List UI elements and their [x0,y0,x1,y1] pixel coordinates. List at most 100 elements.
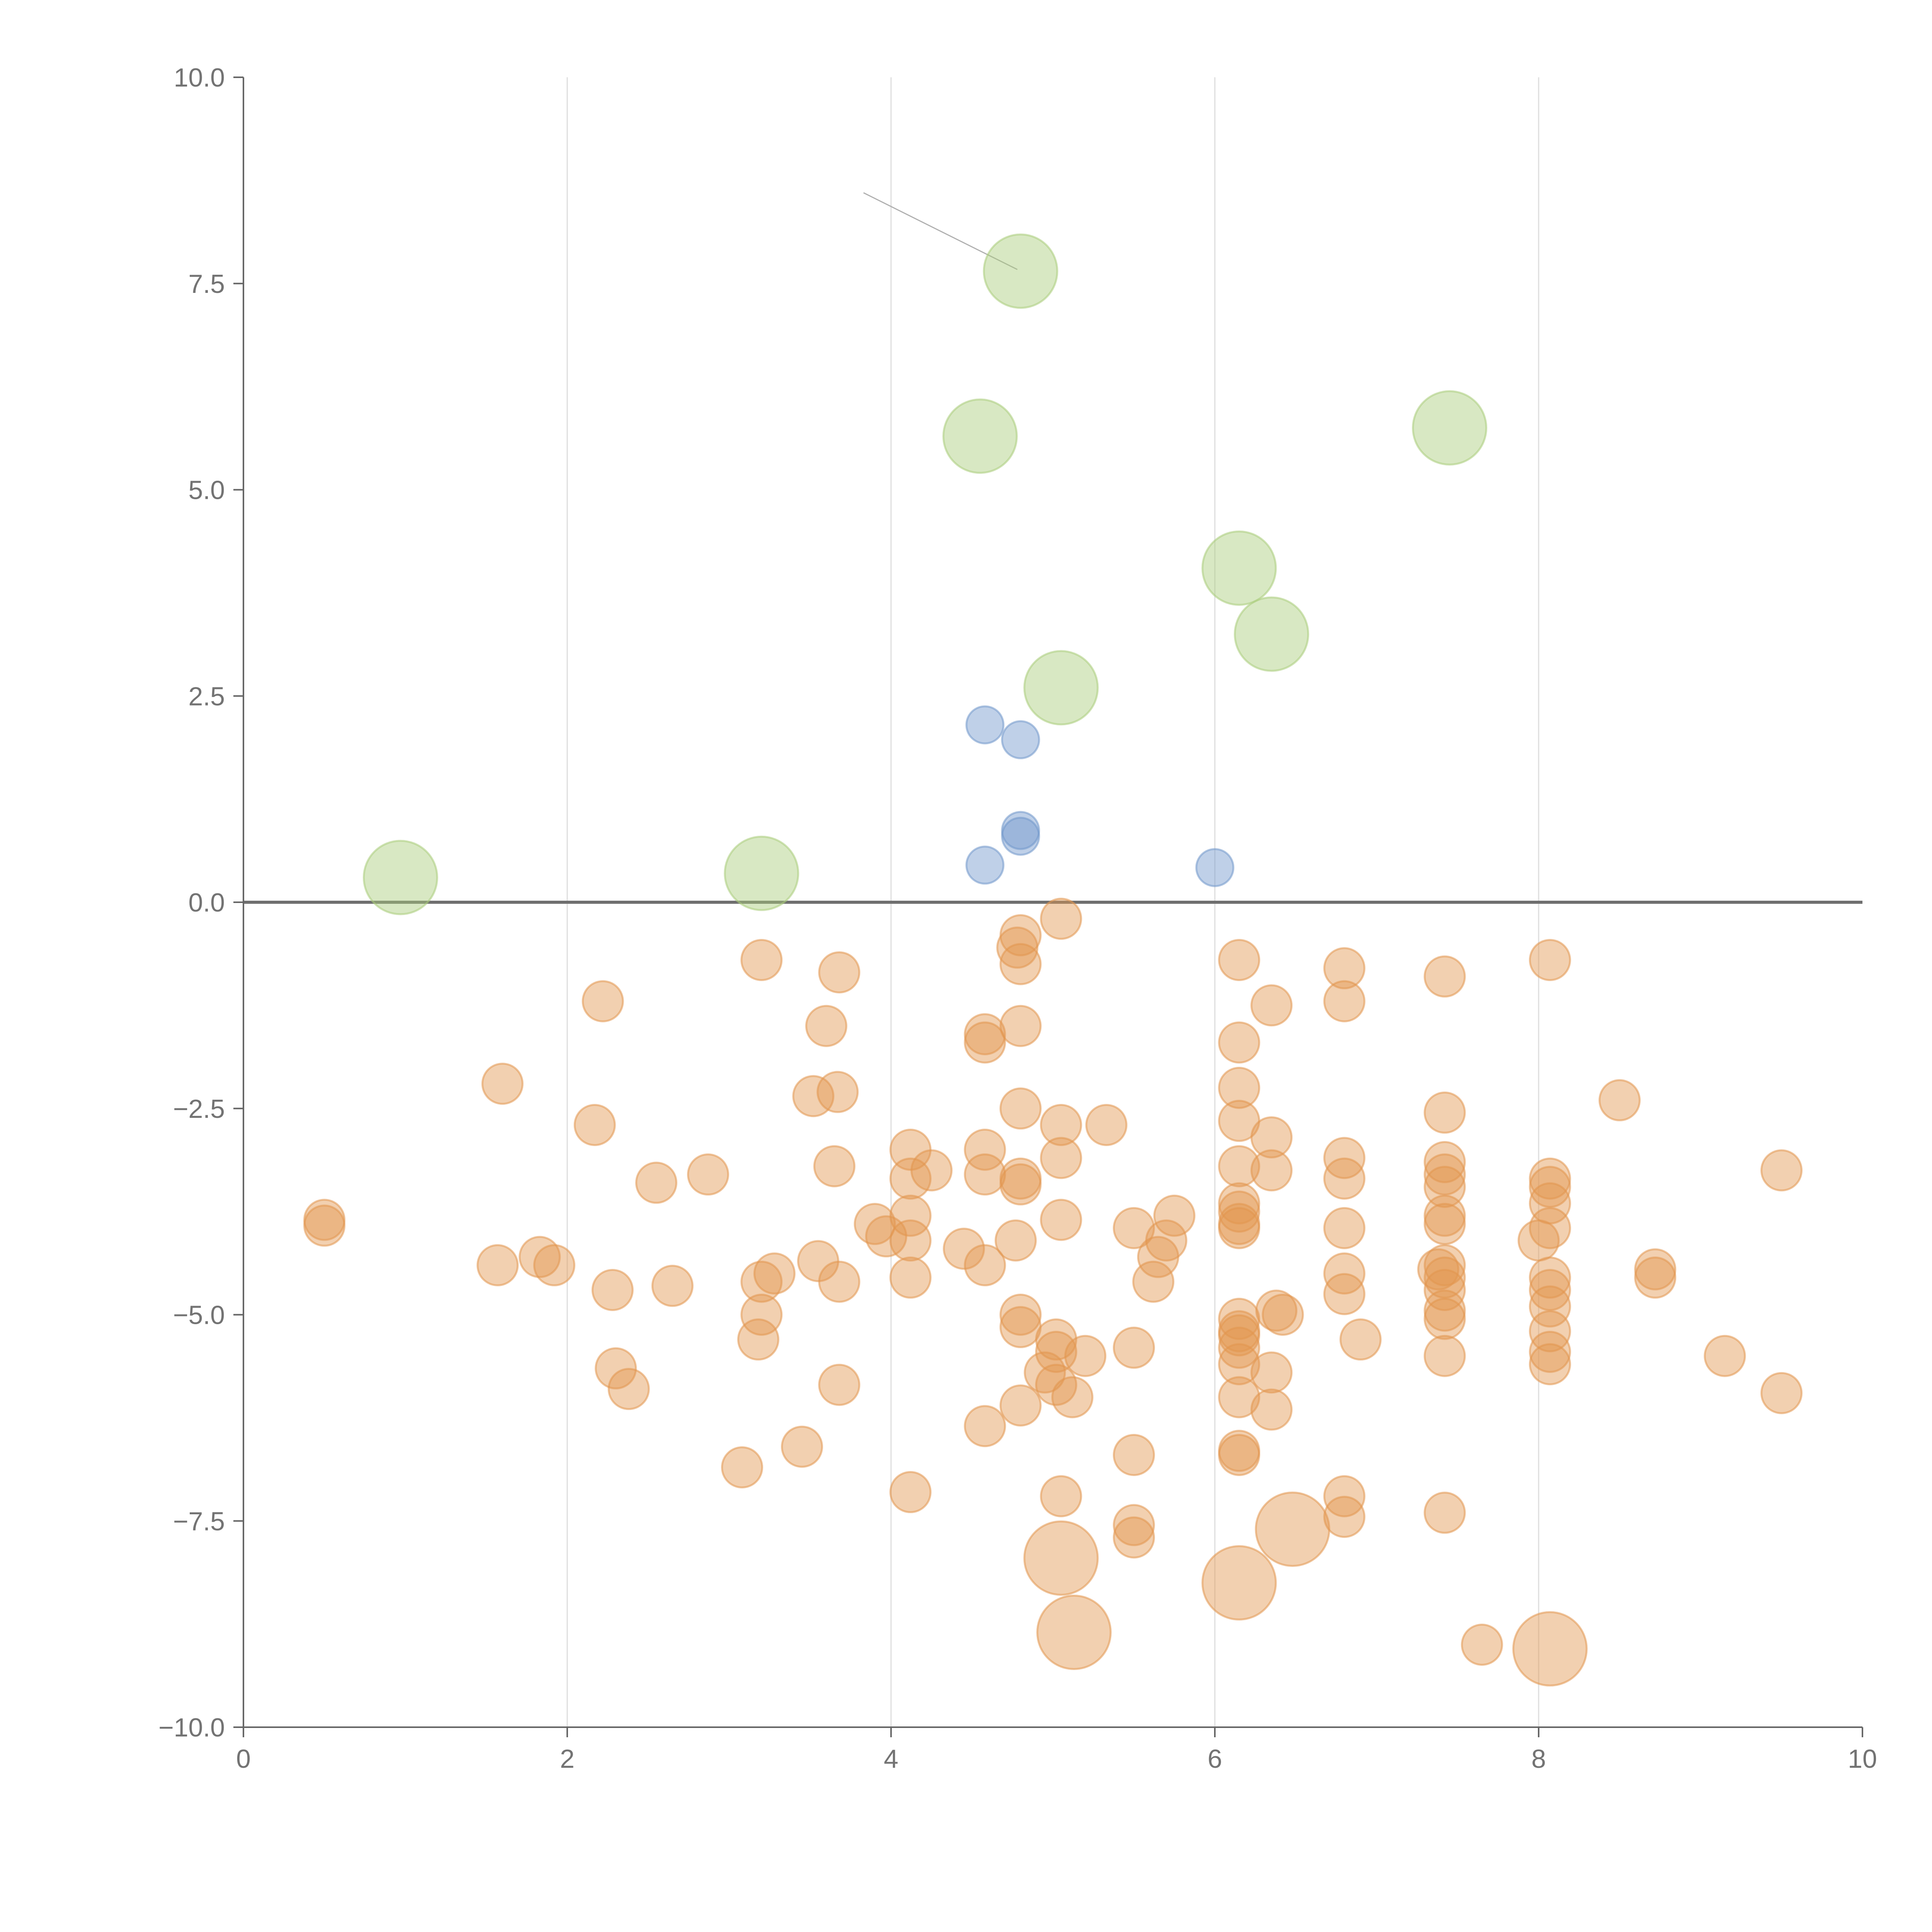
y-tick-label-1: 7.5 [188,269,225,299]
negative-point-65 [1064,1335,1107,1377]
negative-point-14 [721,1446,764,1488]
negative-point-102 [1255,1289,1298,1332]
negative-point-141 [1529,1331,1571,1373]
annotation-leader-1 [1279,633,1312,639]
negative-point-6 [573,1104,616,1146]
negative-point-64 [1051,1376,1094,1418]
negative-point-78 [1036,1594,1112,1670]
negative-point-19 [753,1252,796,1295]
annotation-leader-2 [1060,1525,1086,1559]
negative-point-61 [1040,1104,1082,1146]
positive-large-point-2 [942,398,1018,474]
negative-point-90 [1218,1314,1260,1357]
negative-point-111 [1323,1273,1366,1315]
y-tick-label-4: 0.0 [188,888,225,917]
x-tick-label-1: 2 [560,1744,575,1774]
negative-point-52 [995,1219,1037,1262]
annotation-leader-6 [1554,1632,1588,1650]
negative-point-38 [943,1228,985,1270]
negative-point-139 [1529,1285,1571,1328]
positive-large-point-4 [1023,650,1099,726]
negative-point-1 [303,1204,345,1247]
negative-point-100 [1250,1351,1293,1394]
negative-point-122 [1423,1244,1466,1286]
y-tick-label-3: 2.5 [188,682,225,711]
negative-point-127 [1423,1298,1466,1340]
data-points [303,233,1803,1687]
x-tick-label-0: 0 [236,1744,251,1774]
negative-point-41 [964,1129,1006,1171]
positive-large-point-3 [983,233,1058,309]
negative-point-108 [1323,1157,1366,1200]
negative-point-143 [1512,1611,1588,1687]
negative-point-7 [582,980,624,1022]
negative-point-96 [1201,1545,1277,1621]
negative-point-43 [964,1244,1006,1286]
annotation-leader-4 [1239,1582,1272,1596]
negative-point-36 [889,1471,932,1514]
negative-point-67 [1113,1207,1155,1249]
negative-point-29 [854,1203,896,1245]
negative-point-56 [1024,1351,1066,1394]
negative-point-5 [533,1244,575,1286]
negative-point-81 [1218,1066,1260,1109]
negative-point-105 [1323,947,1366,990]
x-tick-label-3: 6 [1208,1744,1222,1774]
negative-point-63 [1040,1199,1082,1241]
negative-point-88 [1218,1298,1260,1340]
negative-point-95 [1218,1434,1260,1476]
negative-point-48 [999,1005,1042,1047]
y-tick-label-8: −10.0 [158,1713,225,1742]
negative-point-134 [1529,1166,1571,1208]
negative-point-97 [1250,984,1293,1027]
negative-point-2 [476,1244,519,1286]
annotation-leader-3 [1085,1632,1118,1641]
axes: 0 2 4 6 8 10 10.0 7.5 5.0 2.5 0.0 −2.5 −5.0 −7.5 −10.0 [158,63,1877,1774]
x-tick-label-2: 4 [884,1744,898,1774]
negative-point-42 [964,1153,1006,1196]
negative-point-18 [740,939,783,981]
positive-small-point-5 [1195,848,1235,887]
negative-point-69 [1113,1434,1155,1476]
negative-point-34 [889,1219,932,1262]
annotation-leader-0 [863,192,1018,270]
negative-point-47 [999,943,1042,985]
negative-point-51 [999,1163,1042,1206]
negative-point-44 [964,1405,1006,1447]
y-tick-label-6: −5.0 [173,1301,225,1330]
negative-point-87 [1218,1207,1260,1249]
negative-point-49 [999,1087,1042,1130]
negative-point-55 [999,1384,1042,1427]
negative-point-74 [1145,1219,1187,1262]
negative-point-23 [805,1005,847,1047]
negative-point-149 [1760,1372,1803,1414]
positive-small-point-4 [965,845,1005,885]
negative-point-53 [999,1294,1042,1336]
negative-point-28 [818,1364,861,1406]
negative-point-135 [1529,1182,1571,1225]
x-tick-label-4: 8 [1531,1744,1546,1774]
negative-point-104 [1255,1492,1330,1567]
negative-point-20 [781,1425,823,1468]
negative-point-3 [481,1063,524,1105]
negative-point-35 [889,1256,932,1299]
negative-point-130 [1461,1624,1503,1666]
negative-point-12 [651,1265,694,1307]
negative-point-114 [1339,1318,1382,1361]
negative-point-83 [1218,1145,1260,1187]
positive-small-point-0 [965,705,1005,745]
negative-point-77 [1023,1520,1099,1596]
positive-small-point-1 [1001,720,1040,759]
negative-point-17 [740,1260,783,1303]
negative-point-70 [1113,1504,1155,1546]
negative-point-146 [1634,1256,1677,1299]
positive-large-point-6 [1234,596,1310,672]
gridlines [243,77,1862,1727]
positive-large-point-1 [724,835,799,911]
negative-point-132 [1529,939,1571,981]
negative-point-76 [1040,1475,1082,1517]
negative-point-11 [635,1162,677,1204]
negative-point-75 [1153,1194,1196,1237]
negative-point-25 [816,1071,859,1113]
positive-small-point-3 [1001,816,1040,856]
